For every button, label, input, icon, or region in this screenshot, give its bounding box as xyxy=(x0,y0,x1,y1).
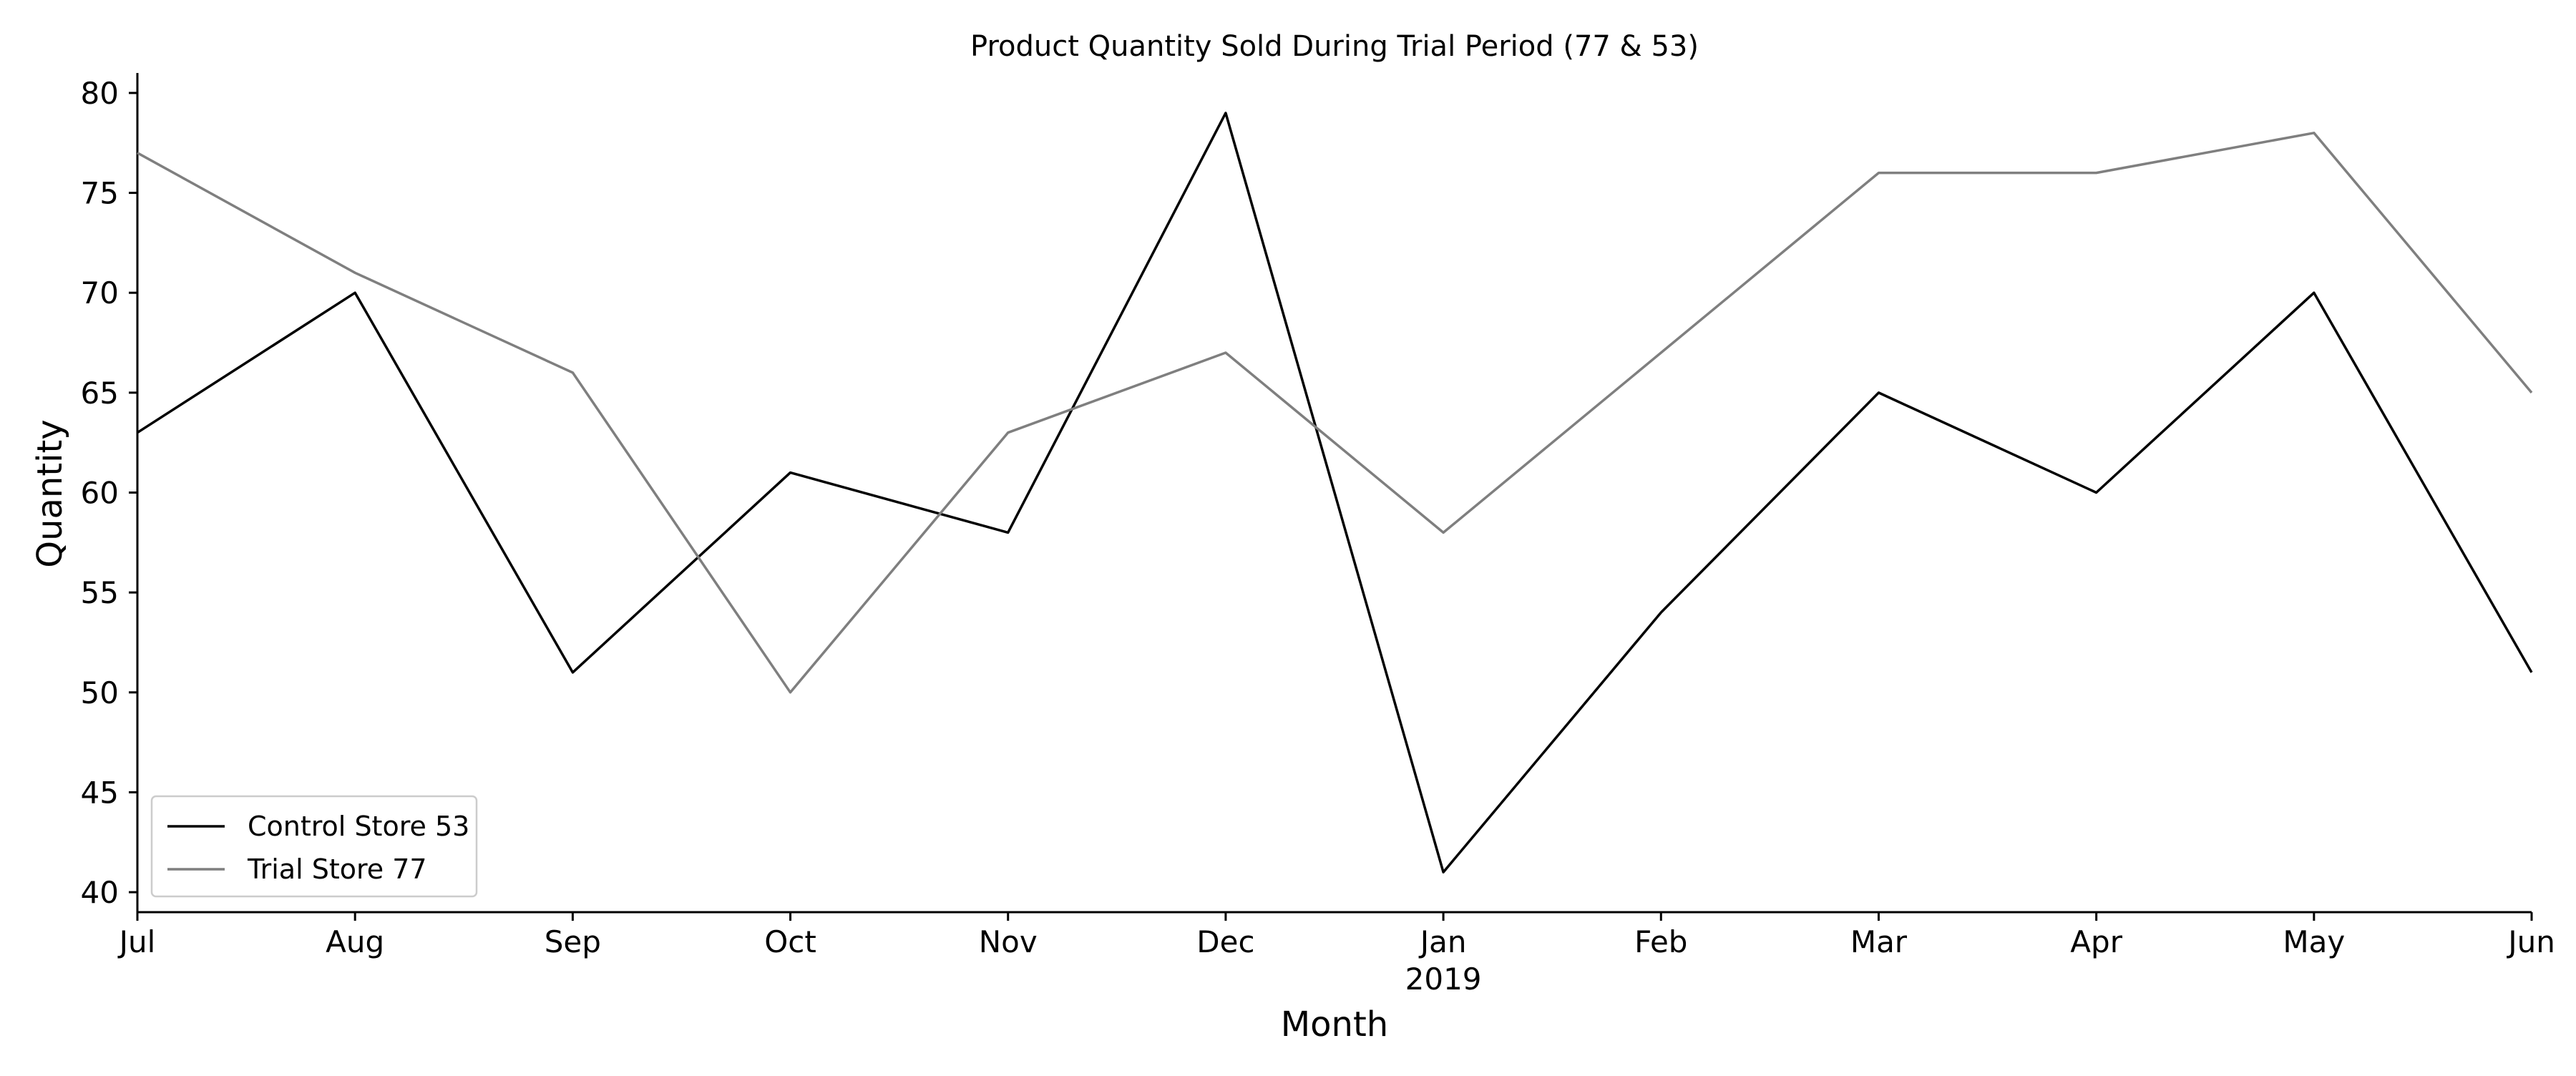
x-tick-label: Jun xyxy=(2506,924,2555,959)
y-tick-label: 65 xyxy=(81,376,119,411)
y-axis-label: Quantity xyxy=(30,419,70,567)
y-tick-label: 75 xyxy=(81,176,119,211)
legend: Control Store 53 Trial Store 77 xyxy=(150,795,478,898)
legend-entry-label: Trial Store 77 xyxy=(247,854,427,885)
y-axis-ticks: 40 45 50 55 60 65 70 75 80 xyxy=(81,76,137,910)
x-tick-label: May xyxy=(2283,924,2345,959)
y-tick-label: 70 xyxy=(81,275,119,310)
series-line-trial-store-77 xyxy=(137,132,2533,694)
y-tick-label: 60 xyxy=(81,476,119,511)
series-lines xyxy=(137,112,2533,874)
legend-box xyxy=(150,795,478,898)
x-tick-label: Mar xyxy=(1850,924,1908,959)
x-axis-ticks: Jul Aug Sep Oct Nov Dec Jan Feb Mar Apr May Jun 2019 xyxy=(117,912,2555,997)
x-tick-label: Apr xyxy=(2070,924,2122,959)
y-tick-label: 80 xyxy=(81,76,119,111)
x-tick-label: Dec xyxy=(1196,924,1254,959)
x-tick-label: Feb xyxy=(1634,924,1687,959)
series-line-control-store-53 xyxy=(137,112,2533,874)
x-tick-label: Nov xyxy=(979,924,1038,959)
x-axis-label: Month xyxy=(1281,1004,1388,1045)
y-tick-label: 40 xyxy=(81,875,119,910)
x-tick-label: Aug xyxy=(326,924,384,959)
chart-title: Product Quantity Sold During Trial Perio… xyxy=(970,30,1699,63)
x-tick-label: Sep xyxy=(545,924,601,959)
y-tick-label: 55 xyxy=(81,575,119,610)
x-tick-label: Oct xyxy=(764,924,816,959)
y-tick-label: 50 xyxy=(81,675,119,710)
legend-entry-label: Control Store 53 xyxy=(248,811,469,842)
x-tick-year-label: 2019 xyxy=(1405,962,1482,997)
x-tick-label: Jul xyxy=(117,924,156,959)
x-tick-label: Jan xyxy=(1418,924,1467,959)
y-tick-label: 45 xyxy=(81,775,119,810)
